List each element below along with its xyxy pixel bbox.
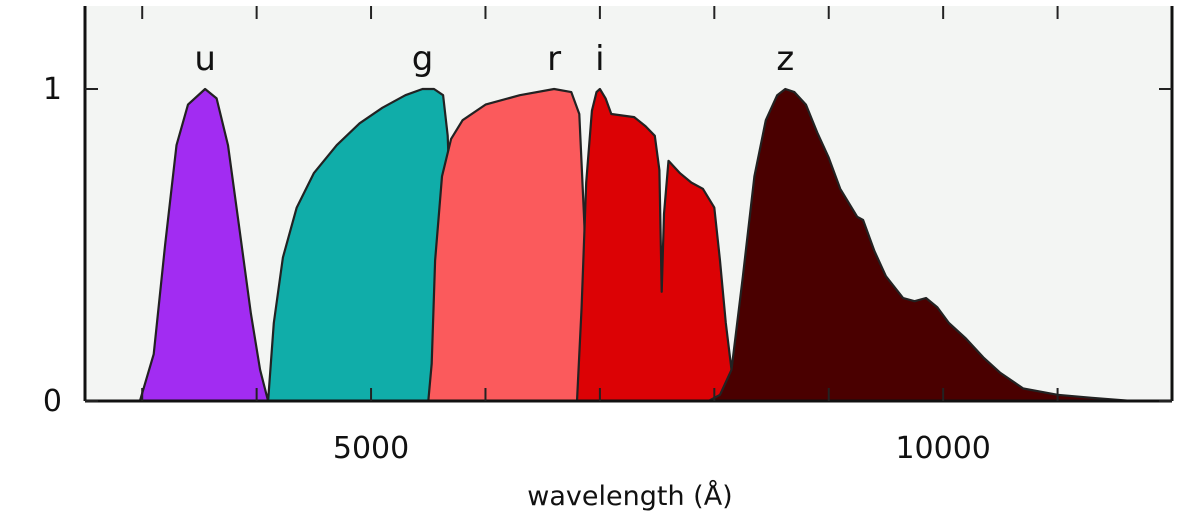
series-u-label: u <box>194 39 216 79</box>
x-axis-label: wavelength (Å) <box>527 480 732 512</box>
series-i-area <box>575 87 744 403</box>
series-i-label: i <box>595 39 604 79</box>
y-tick-label-0: 0 <box>43 384 62 419</box>
series-u-area <box>138 87 270 403</box>
series-g-label: g <box>412 39 434 79</box>
x-tick-label-5000: 5000 <box>333 431 409 466</box>
series-z-area <box>707 87 1134 403</box>
series-layer <box>138 87 1134 403</box>
x-tick-label-10000: 10000 <box>895 431 990 466</box>
series-z-label: z <box>776 39 794 79</box>
y-tick-label-1: 1 <box>43 72 62 107</box>
series-r-area <box>427 87 599 403</box>
series-r-label: r <box>547 39 561 79</box>
tick-layer: 5000 10000 0 1 <box>43 6 1172 466</box>
axis-layer <box>83 6 1174 403</box>
